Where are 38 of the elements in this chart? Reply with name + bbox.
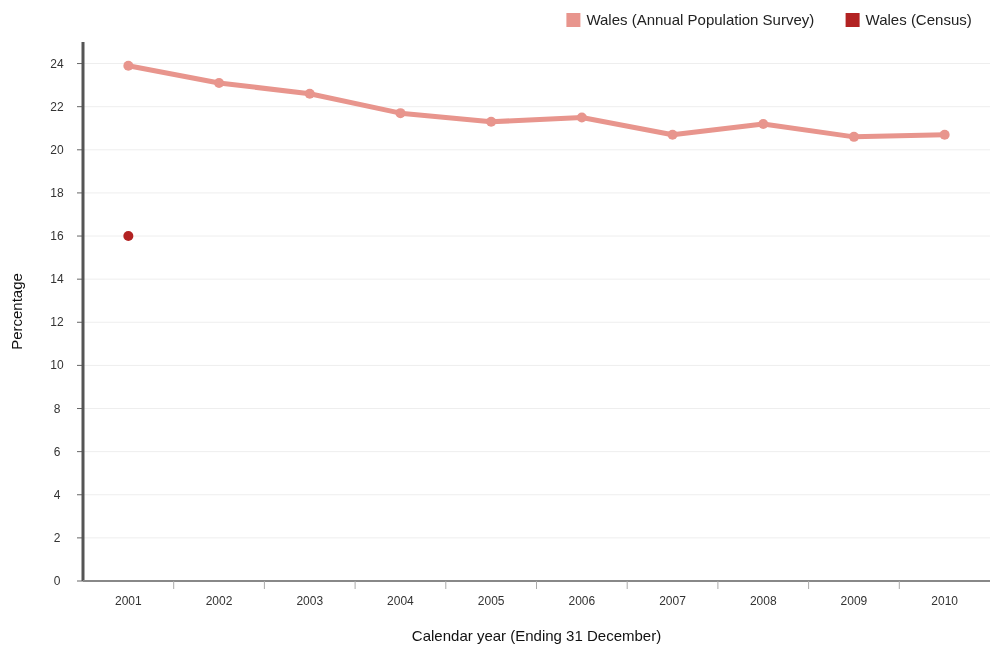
point [395, 108, 406, 119]
point [667, 129, 678, 140]
x-tick-label: 2003 [296, 594, 324, 608]
y-tick-label: 20 [50, 142, 64, 157]
y-tick-label: 24 [50, 56, 64, 71]
y-tick-label: 18 [50, 185, 64, 200]
point [758, 118, 769, 129]
y-tick-label: 14 [50, 272, 64, 287]
y-tick-label: 4 [53, 487, 61, 502]
y-tick-label: 8 [53, 401, 61, 416]
x-tick-label: 2001 [115, 594, 143, 608]
point [848, 131, 859, 142]
point [123, 231, 134, 242]
y-tick-label: 2 [53, 530, 61, 545]
y-axis-title: Percentage [8, 273, 25, 350]
point [939, 129, 950, 140]
x-axis-title: Calendar year (Ending 31 December) [411, 627, 662, 644]
y-tick-label: 16 [50, 229, 64, 244]
point [214, 77, 225, 88]
x-tick-label: 2004 [387, 594, 415, 608]
y-tick-label: 22 [50, 99, 64, 114]
point [123, 60, 134, 71]
point [576, 112, 587, 123]
y-tick-label: 6 [53, 444, 61, 459]
x-tick-label: 2006 [568, 594, 596, 608]
x-tick-label: 2008 [749, 594, 777, 608]
point [486, 116, 497, 127]
legend-label: Wales (Annual Population Survey) [586, 11, 815, 28]
y-tick-label: 12 [50, 315, 64, 330]
x-tick-label: 2002 [205, 594, 233, 608]
y-tick-label: 10 [50, 358, 64, 373]
point [304, 88, 315, 99]
legend-label: Wales (Census) [865, 11, 972, 28]
x-tick-label: 2007 [659, 594, 687, 608]
x-tick-label: 2005 [477, 594, 505, 608]
x-tick-label: 2010 [931, 594, 959, 608]
x-tick-label: 2009 [840, 594, 868, 608]
y-tick-label: 0 [53, 574, 61, 588]
